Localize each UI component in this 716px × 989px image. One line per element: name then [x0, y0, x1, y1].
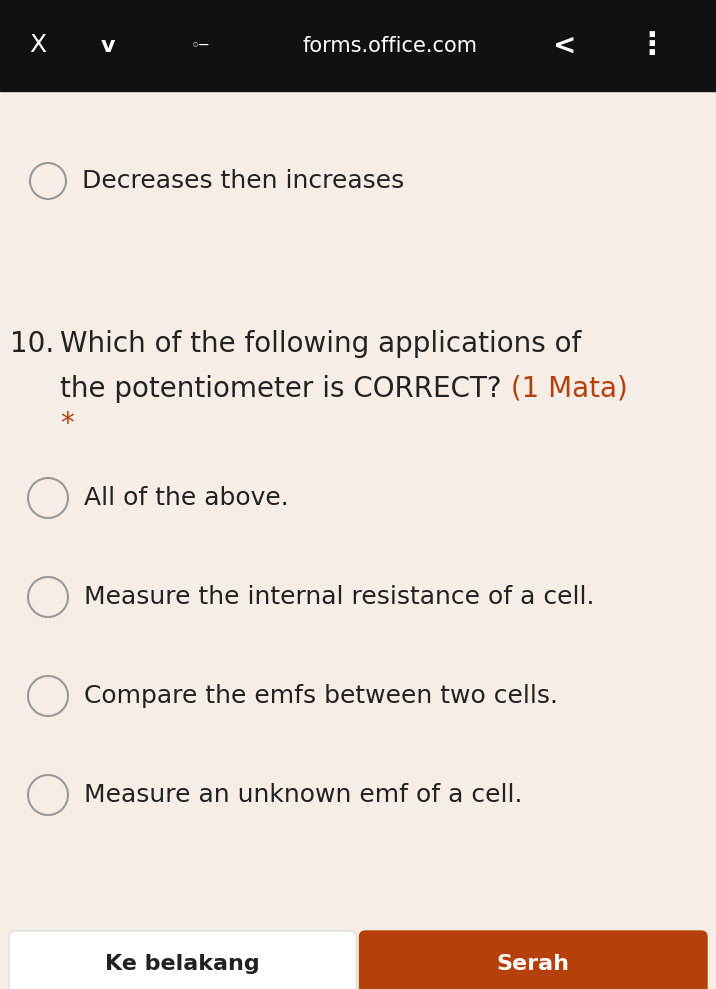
Text: X: X [29, 34, 47, 57]
Text: All of the above.: All of the above. [84, 486, 289, 510]
Text: (1 Mata): (1 Mata) [502, 375, 627, 403]
FancyBboxPatch shape [359, 931, 707, 989]
Text: Measure an unknown emf of a cell.: Measure an unknown emf of a cell. [84, 783, 523, 807]
Text: Decreases then increases: Decreases then increases [82, 169, 405, 193]
Text: ⋮: ⋮ [637, 31, 667, 60]
Text: Serah: Serah [497, 954, 570, 974]
Circle shape [28, 676, 68, 716]
Text: v: v [101, 36, 115, 55]
Bar [0, 0, 716, 91]
Text: Measure the internal resistance of a cell.: Measure the internal resistance of a cel… [84, 585, 594, 609]
FancyBboxPatch shape [9, 931, 357, 989]
Text: *: * [60, 410, 74, 438]
Text: ◦─: ◦─ [191, 38, 209, 53]
Text: Ke belakang: Ke belakang [105, 954, 260, 974]
Text: 10.: 10. [10, 330, 54, 358]
Text: <: < [553, 32, 576, 59]
Text: the potentiometer is CORRECT?: the potentiometer is CORRECT? [60, 375, 502, 403]
Text: Compare the emfs between two cells.: Compare the emfs between two cells. [84, 684, 558, 708]
Text: forms.office.com: forms.office.com [302, 36, 478, 55]
Text: Which of the following applications of: Which of the following applications of [60, 330, 581, 358]
Circle shape [28, 577, 68, 617]
Circle shape [30, 163, 66, 199]
Circle shape [28, 775, 68, 815]
Circle shape [28, 478, 68, 518]
